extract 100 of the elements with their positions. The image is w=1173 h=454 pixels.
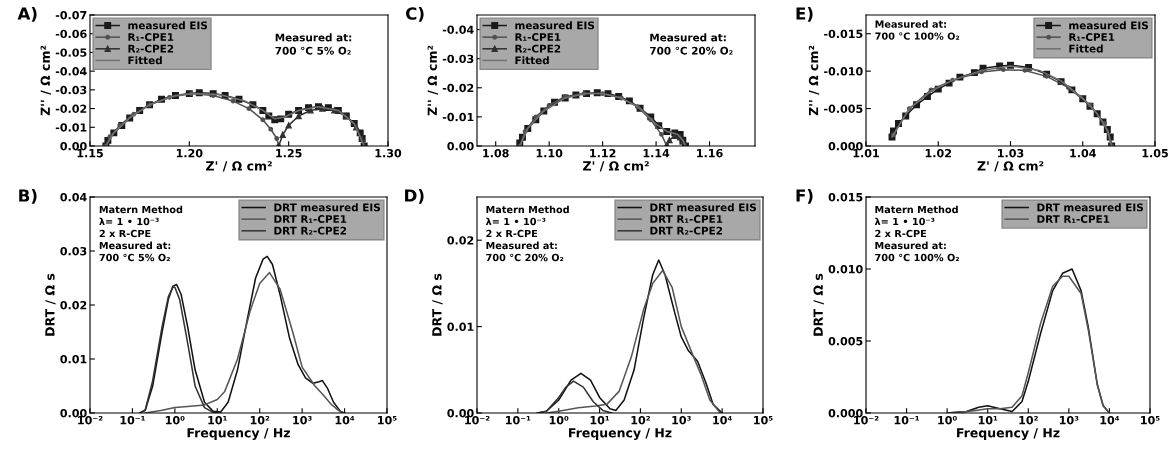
x-tick-label: 10⁻² xyxy=(78,415,103,425)
y-tick-label: 0.000 xyxy=(828,141,863,151)
y-tick-label: -0.07 xyxy=(55,10,87,20)
legend-label: DRT R₁-CPE1 xyxy=(274,215,347,223)
x-tick-label: 10² xyxy=(1019,415,1038,425)
legend-label: R₁-CPE1 xyxy=(515,33,561,41)
x-tick-label: 10⁴ xyxy=(713,415,732,425)
x-tick-label: 1.10 xyxy=(536,148,563,158)
x-tick-label: 10⁴ xyxy=(1100,415,1120,425)
legend-label: R₁-CPE1 xyxy=(128,33,174,41)
x-axis-title: Frequency / Hz xyxy=(187,428,290,441)
y-axis-title: Z'' / Ω cm² xyxy=(427,45,438,116)
x-tick-label: 10¹ xyxy=(590,415,610,425)
y-tick-label: 0.02 xyxy=(447,236,474,245)
y-tick-label: -0.03 xyxy=(442,54,474,64)
legend-label: R₁-CPE1 xyxy=(1069,33,1115,41)
x-tick-label: 10⁰ xyxy=(549,415,569,425)
x-tick-label: 1.14 xyxy=(643,149,670,158)
x-tick-label: 1.15 xyxy=(77,149,103,158)
x-tick-label: 1.01 xyxy=(853,148,879,158)
x-tick-label: 10⁰ xyxy=(165,415,185,425)
x-axis-title: Z' / Ω cm² xyxy=(977,161,1044,172)
y-tick-label: 0.000 xyxy=(828,408,863,418)
y-tick-label: -0.01 xyxy=(442,112,474,122)
y-axis-title: DRT / Ω s xyxy=(813,273,824,336)
x-tick-label: 10⁻² xyxy=(854,415,879,425)
legend-label: Fitted xyxy=(128,56,162,65)
y-axis-title: DRT / Ω s xyxy=(45,273,56,336)
x-tick-label: 10⁻² xyxy=(465,415,490,425)
x-tick-label: 10³ xyxy=(1059,415,1079,425)
chart-title: F) xyxy=(796,188,813,204)
y-tick-label: -0.03 xyxy=(55,85,87,95)
x-tick-label: 1.03 xyxy=(998,148,1024,158)
y-axis-title: Z'' / Ω cm² xyxy=(808,45,820,116)
y-tick-label: 0.03 xyxy=(60,246,87,256)
y-tick-label: -0.04 xyxy=(55,67,87,76)
legend-label: measured EIS xyxy=(1069,21,1148,30)
x-tick-label: 10⁴ xyxy=(335,415,355,425)
annotation: Measured at: 700 °C 20% O₂ xyxy=(650,33,733,55)
y-tick-label: 0.00 xyxy=(60,408,87,418)
legend-label: DRT measured EIS xyxy=(274,203,380,212)
legend-label: measured EIS xyxy=(515,21,595,30)
y-tick-label: -0.04 xyxy=(442,25,474,34)
y-axis-title: Z'' / Ω cm² xyxy=(40,45,51,116)
x-tick-label: 10⁰ xyxy=(938,415,957,425)
x-tick-label: 1.08 xyxy=(483,148,509,158)
y-tick-label: -0.02 xyxy=(442,83,474,93)
x-tick-label: 10² xyxy=(250,415,270,425)
x-tick-label: 10⁻¹ xyxy=(506,415,531,425)
y-tick-label: 0.005 xyxy=(828,336,863,346)
x-tick-label: 10¹ xyxy=(208,415,227,425)
x-tick-label: 1.02 xyxy=(925,148,951,158)
annotation: Measured at: 700 °C 100% O₂ xyxy=(875,20,960,40)
annotation: Matern Method λ= 1 • 10⁻³ 2 x R-CPE Measured at: 700 °C 5% O₂ xyxy=(99,205,183,262)
y-tick-label: 0.04 xyxy=(60,192,87,202)
legend-label: DRT R₁-CPE1 xyxy=(650,215,723,223)
legend-label: DRT measured EIS xyxy=(1037,203,1143,212)
legend-label: Fitted xyxy=(1069,44,1103,53)
y-tick-label: 0.01 xyxy=(60,354,87,364)
x-tick-label: 10⁵ xyxy=(754,415,773,425)
y-tick-label: 0.010 xyxy=(828,264,863,274)
y-tick-label: -0.05 xyxy=(55,48,87,57)
y-tick-label: 0.00 xyxy=(447,408,474,418)
x-tick-label: 10⁻¹ xyxy=(894,415,920,425)
legend-label: DRT R₂-CPE2 xyxy=(274,226,347,235)
legend-label: Fitted xyxy=(515,56,549,65)
legend-label: DRT measured EIS xyxy=(650,203,756,212)
legend-label: DRT R₁-CPE1 xyxy=(1037,215,1110,223)
y-tick-label: -0.015 xyxy=(824,29,863,39)
y-tick-label: 0.02 xyxy=(60,300,87,310)
chart-title: C) xyxy=(405,6,424,22)
y-tick-label: 0.00 xyxy=(60,141,87,151)
y-tick-label: 0.01 xyxy=(447,322,474,331)
chart-title: B) xyxy=(19,188,37,204)
x-tick-label: 1.30 xyxy=(375,148,402,158)
x-axis-title: Frequency / Hz xyxy=(569,428,672,441)
x-tick-label: 1.25 xyxy=(276,148,302,158)
annotation: Matern Method λ= 1 • 10⁻³ 2 x R-CPE Measured at: 700 °C 20% O₂ xyxy=(485,205,569,262)
x-tick-label: 10² xyxy=(631,415,650,425)
x-tick-label: 1.16 xyxy=(697,148,723,158)
x-tick-label: 1.12 xyxy=(590,148,616,158)
y-tick-label: -0.010 xyxy=(824,67,863,76)
y-tick-label: -0.01 xyxy=(55,123,87,132)
x-tick-label: 10⁵ xyxy=(378,415,397,425)
annotation: Matern Method λ= 1 • 10⁻³ 2 x R-CPE Measured at: 700 °C 100% O₂ xyxy=(874,205,959,262)
x-tick-label: 10³ xyxy=(672,415,691,425)
x-axis-title: Z' / Ω cm² xyxy=(583,161,649,172)
x-tick-label: 1.05 xyxy=(1142,148,1168,158)
x-axis-title: Z' / Ω cm² xyxy=(206,161,272,172)
y-tick-label: -0.06 xyxy=(55,29,87,39)
chart-title: E) xyxy=(796,6,813,22)
x-tick-label: 10¹ xyxy=(978,415,998,425)
annotation: Measured at: 700 °C 5% O₂ xyxy=(275,33,352,55)
chart-title: D) xyxy=(405,188,424,204)
x-tick-label: 10³ xyxy=(293,415,312,425)
y-tick-label: -0.005 xyxy=(824,104,863,113)
x-tick-label: 1.20 xyxy=(176,148,203,158)
chart-title: A) xyxy=(17,6,37,22)
y-tick-label: -0.02 xyxy=(55,104,87,113)
y-axis-title: DRT / Ω s xyxy=(432,273,443,336)
